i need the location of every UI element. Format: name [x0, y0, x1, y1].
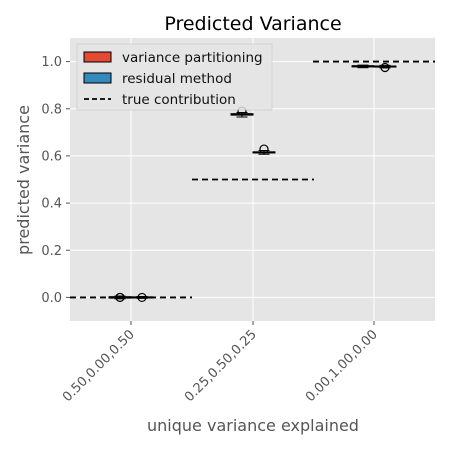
y-axis-label: predicted variance [14, 105, 33, 255]
y-tick-label: 0.0 [41, 291, 62, 306]
legend-label-variance-partitioning: variance partitioning [122, 50, 263, 66]
y-tick-label: 0.8 [41, 102, 62, 117]
outlier-point [137, 292, 147, 303]
legend: variance partitioning residual method tr… [76, 43, 273, 111]
legend-swatch-residual-method [83, 72, 112, 84]
box-residual-method [373, 62, 397, 73]
y-tick-label: 0.6 [41, 149, 62, 164]
y-axis-ticks: 0.0 0.2 0.4 0.6 0.8 1.0 [41, 55, 70, 306]
box-residual-method [252, 144, 276, 155]
outlier-point [380, 62, 390, 73]
legend-label-residual-method: residual method [122, 71, 232, 87]
chart-title: Predicted Variance [164, 13, 341, 35]
box-plots [108, 62, 397, 303]
box-residual-method [130, 292, 154, 303]
outlier-point [259, 144, 269, 154]
y-tick-label: 0.2 [41, 244, 62, 259]
outlier-point [115, 292, 125, 303]
x-axis-label: unique variance explained [147, 416, 359, 435]
y-tick-label: 0.4 [41, 197, 62, 212]
legend-swatch-variance-partitioning [83, 51, 112, 63]
y-tick-label: 1.0 [41, 55, 62, 70]
box-variance-partitioning [351, 64, 375, 69]
legend-label-true-contribution: true contribution [122, 92, 236, 108]
